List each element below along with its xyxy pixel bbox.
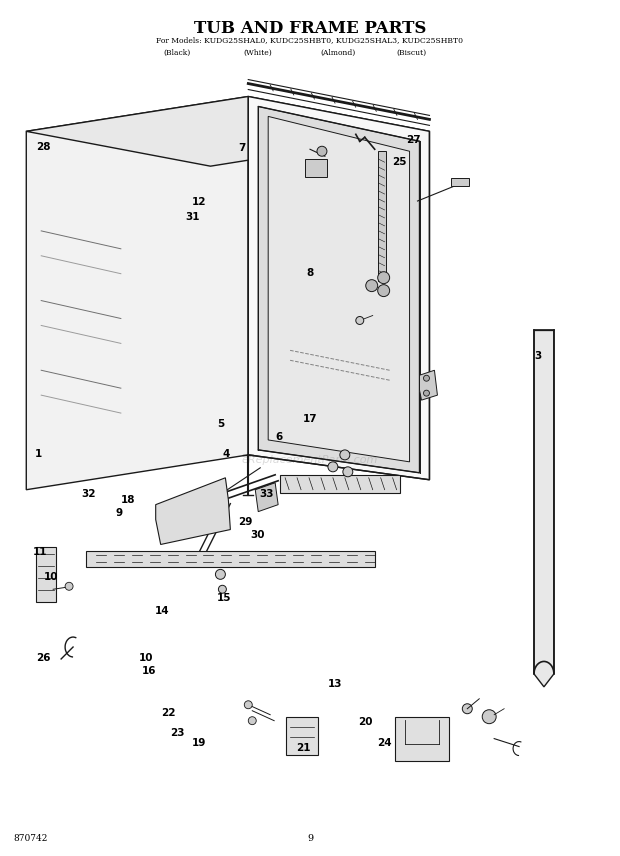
Text: 5: 5	[217, 419, 224, 429]
Polygon shape	[259, 106, 420, 473]
Text: 14: 14	[154, 606, 169, 616]
Bar	[280, 475, 400, 493]
Text: 30: 30	[250, 530, 265, 539]
Circle shape	[317, 146, 327, 157]
Circle shape	[366, 280, 378, 292]
Text: 1: 1	[35, 449, 42, 459]
Text: (Black): (Black)	[164, 49, 191, 56]
Circle shape	[378, 271, 389, 283]
Text: 25: 25	[392, 158, 407, 167]
Bar	[86, 551, 374, 568]
Circle shape	[378, 285, 389, 296]
Circle shape	[340, 450, 350, 460]
Text: 24: 24	[377, 739, 391, 748]
Text: 20: 20	[358, 717, 373, 727]
Text: 33: 33	[260, 490, 274, 499]
Text: 31: 31	[185, 211, 200, 222]
Circle shape	[215, 569, 226, 580]
Circle shape	[482, 710, 496, 723]
Text: 8: 8	[306, 268, 314, 278]
Text: 27: 27	[406, 135, 421, 145]
Text: For Models: KUDG25SHAL0, KUDC25SHBT0, KUDG25SHAL3, KUDC25SHBT0: For Models: KUDG25SHAL0, KUDC25SHBT0, KU…	[156, 36, 464, 44]
Text: 17: 17	[303, 414, 317, 425]
Text: 28: 28	[36, 142, 51, 152]
Polygon shape	[420, 371, 438, 400]
Circle shape	[463, 704, 472, 714]
Text: 23: 23	[170, 728, 185, 738]
Text: TUB AND FRAME PARTS: TUB AND FRAME PARTS	[194, 20, 426, 37]
Text: 11: 11	[32, 547, 47, 556]
Polygon shape	[255, 483, 278, 512]
Polygon shape	[156, 478, 231, 544]
Circle shape	[423, 390, 430, 396]
Text: 16: 16	[142, 666, 157, 676]
Bar	[451, 178, 469, 186]
Circle shape	[248, 716, 256, 725]
Text: 7: 7	[239, 144, 246, 153]
Text: 13: 13	[327, 679, 342, 688]
Circle shape	[328, 462, 338, 472]
Text: 4: 4	[223, 449, 231, 459]
Bar	[36, 548, 56, 603]
Text: 6: 6	[275, 431, 283, 442]
Bar	[286, 716, 318, 754]
Text: 10: 10	[43, 572, 58, 582]
Circle shape	[343, 467, 353, 477]
Polygon shape	[248, 97, 430, 479]
Circle shape	[218, 586, 226, 593]
Text: 21: 21	[296, 742, 311, 752]
Polygon shape	[534, 330, 554, 687]
Text: 870742: 870742	[14, 834, 48, 842]
Polygon shape	[26, 97, 248, 490]
Text: 19: 19	[192, 739, 206, 748]
Text: (White): (White)	[243, 49, 272, 56]
Polygon shape	[268, 116, 410, 462]
Text: 32: 32	[82, 489, 96, 498]
Circle shape	[65, 582, 73, 591]
Text: 9: 9	[115, 508, 122, 518]
Text: 10: 10	[139, 653, 154, 663]
Text: 12: 12	[192, 197, 206, 207]
Bar	[305, 159, 327, 177]
Text: 3: 3	[534, 351, 542, 360]
Circle shape	[244, 701, 252, 709]
Bar	[378, 152, 386, 281]
Polygon shape	[26, 97, 430, 166]
Text: 29: 29	[238, 517, 252, 526]
Text: 9: 9	[307, 834, 313, 842]
Bar	[394, 716, 450, 762]
Circle shape	[356, 317, 364, 324]
Text: eReplacementParts.com: eReplacementParts.com	[242, 455, 378, 465]
Text: 18: 18	[121, 496, 135, 505]
Text: (Almond): (Almond)	[320, 49, 355, 56]
Text: 22: 22	[161, 709, 175, 718]
Text: (Biscut): (Biscut)	[397, 49, 427, 56]
Text: 26: 26	[36, 653, 51, 663]
Circle shape	[423, 375, 430, 381]
Text: 15: 15	[216, 593, 231, 603]
